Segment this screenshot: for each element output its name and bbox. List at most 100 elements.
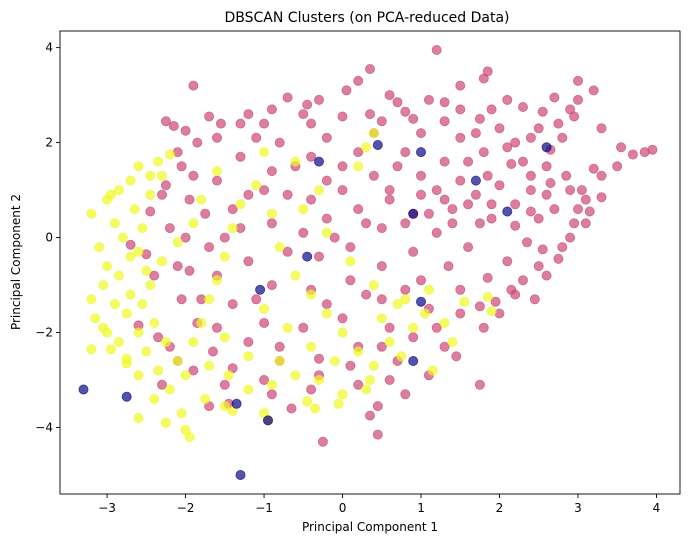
scatter-point-s0-194 bbox=[243, 336, 254, 347]
scatter-point-s1-57 bbox=[211, 275, 222, 286]
scatter-point-s0-212 bbox=[306, 384, 317, 395]
scatter-point-s1-40 bbox=[486, 306, 497, 317]
scatter-point-s1-71 bbox=[408, 322, 419, 333]
scatter-point-s0-24 bbox=[569, 218, 580, 229]
scatter-point-s1-37 bbox=[439, 317, 450, 328]
scatter-point-s1-24 bbox=[184, 431, 195, 442]
scatter-point-s1-17 bbox=[121, 358, 132, 369]
scatter-point-s1-105 bbox=[109, 299, 120, 310]
scatter-point-s0-79 bbox=[455, 284, 466, 295]
scatter-point-s2-9 bbox=[470, 175, 481, 186]
scatter-point-s0-94 bbox=[215, 118, 226, 129]
scatter-point-s0-1 bbox=[431, 45, 442, 56]
scatter-point-s1-86 bbox=[172, 237, 183, 248]
scatter-point-s1-46 bbox=[113, 270, 124, 281]
scatter-point-s0-100 bbox=[474, 113, 485, 124]
scatter-point-s0-58 bbox=[282, 92, 293, 103]
scatter-point-s1-83 bbox=[211, 166, 222, 177]
scatter-point-s1-107 bbox=[113, 336, 124, 347]
scatter-point-s0-227 bbox=[361, 289, 372, 300]
scatter-point-s0-18 bbox=[612, 161, 623, 172]
scatter-point-s1-51 bbox=[153, 365, 164, 376]
scatter-point-s0-160 bbox=[337, 185, 348, 196]
scatter-point-s0-114 bbox=[227, 299, 238, 310]
scatter-point-s0-213 bbox=[259, 374, 270, 385]
scatter-point-s1-80 bbox=[361, 142, 372, 153]
scatter-point-s1-114 bbox=[376, 313, 387, 324]
scatter-point-s0-170 bbox=[510, 199, 521, 210]
scatter-point-s0-137 bbox=[243, 189, 254, 200]
scatter-point-s0-176 bbox=[518, 156, 529, 167]
scatter-point-s0-127 bbox=[470, 189, 481, 200]
scatter-point-s0-146 bbox=[376, 223, 387, 234]
scatter-point-s1-90 bbox=[149, 317, 160, 328]
scatter-point-s1-93 bbox=[204, 360, 215, 371]
scatter-point-s0-202 bbox=[478, 322, 489, 333]
y-tick-label-4: 4 bbox=[45, 41, 53, 55]
scatter-point-s0-215 bbox=[188, 365, 199, 376]
scatter-point-s2-10 bbox=[302, 251, 313, 262]
scatter-point-s1-118 bbox=[274, 355, 285, 366]
scatter-point-s1-50 bbox=[141, 346, 152, 357]
scatter-point-s0-6 bbox=[482, 66, 493, 77]
scatter-point-s0-173 bbox=[573, 204, 584, 215]
scatter-point-s0-166 bbox=[423, 208, 434, 219]
scatter-point-s1-76 bbox=[298, 204, 309, 215]
scatter-point-s0-77 bbox=[502, 256, 513, 267]
scatter-point-s1-31 bbox=[310, 403, 321, 414]
scatter-point-s1-84 bbox=[196, 194, 207, 205]
scatter-point-s0-144 bbox=[439, 194, 450, 205]
scatter-point-s0-219 bbox=[451, 351, 462, 362]
x-tick-label-4: 1 bbox=[417, 501, 425, 515]
scatter-point-s1-48 bbox=[121, 308, 132, 319]
scatter-point-s1-115 bbox=[400, 294, 411, 305]
scatter-point-s0-132 bbox=[345, 275, 356, 286]
scatter-point-s1-53 bbox=[172, 355, 183, 366]
scatter-point-s0-229 bbox=[400, 284, 411, 295]
scatter-point-s0-157 bbox=[353, 204, 364, 215]
scatter-point-s1-11 bbox=[86, 294, 97, 305]
scatter-point-s0-128 bbox=[447, 204, 458, 215]
scatter-point-s0-189 bbox=[184, 194, 195, 205]
scatter-point-s0-84 bbox=[274, 341, 285, 352]
scatter-point-s0-141 bbox=[400, 147, 411, 158]
scatter-point-s1-97 bbox=[290, 370, 301, 381]
scatter-point-s0-107 bbox=[463, 242, 474, 253]
scatter-point-s0-142 bbox=[439, 156, 450, 167]
scatter-point-s1-66 bbox=[321, 308, 332, 319]
scatter-point-s0-231 bbox=[219, 232, 230, 243]
x-tick-label-3: 0 bbox=[339, 501, 347, 515]
scatter-point-s1-30 bbox=[302, 396, 313, 407]
scatter-point-s0-21 bbox=[580, 194, 591, 205]
x-tick-label-5: 2 bbox=[496, 501, 504, 515]
scatter-point-s0-140 bbox=[353, 147, 364, 158]
scatter-point-s1-61 bbox=[251, 180, 262, 191]
scatter-point-s0-169 bbox=[486, 213, 497, 224]
scatter-point-s0-46 bbox=[153, 332, 164, 343]
scatter-point-s0-238 bbox=[533, 123, 544, 134]
scatter-point-s0-183 bbox=[298, 109, 309, 120]
scatter-point-s2-1 bbox=[121, 391, 132, 402]
scatter-point-s0-197 bbox=[345, 360, 356, 371]
scatter-point-s0-88 bbox=[176, 294, 187, 305]
scatter-point-s1-70 bbox=[384, 336, 395, 347]
scatter-point-s0-65 bbox=[537, 106, 548, 117]
scatter-point-s0-50 bbox=[125, 239, 136, 250]
scatter-point-s0-225 bbox=[463, 156, 474, 167]
scatter-point-s0-22 bbox=[596, 192, 607, 203]
scatter-point-s0-19 bbox=[596, 170, 607, 181]
scatter-point-s2-15 bbox=[415, 296, 426, 307]
scatter-point-s0-14 bbox=[627, 149, 638, 160]
scatter-point-s1-65 bbox=[306, 289, 317, 300]
scatter-point-s1-72 bbox=[392, 299, 403, 310]
scatter-point-s0-191 bbox=[184, 265, 195, 276]
scatter-point-s0-59 bbox=[302, 99, 313, 110]
scatter-point-s0-149 bbox=[282, 246, 293, 257]
scatter-point-s0-220 bbox=[259, 185, 270, 196]
scatter-point-s0-56 bbox=[204, 111, 215, 122]
scatter-point-s1-92 bbox=[180, 370, 191, 381]
scatter-point-s1-95 bbox=[243, 384, 254, 395]
scatter-point-s1-85 bbox=[188, 218, 199, 229]
scatter-point-s0-17 bbox=[588, 163, 599, 174]
